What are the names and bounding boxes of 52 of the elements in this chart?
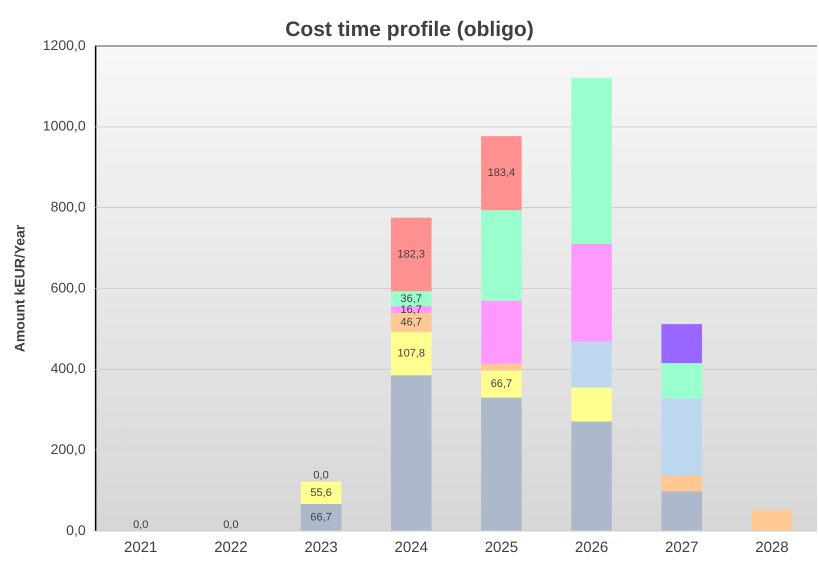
chart-title: Cost time profile (obligo) xyxy=(285,18,534,41)
bar xyxy=(390,312,432,332)
bar xyxy=(571,341,612,388)
data-label: 0,0 xyxy=(133,519,148,532)
y-axis-title: Amount kEUR/Year xyxy=(11,224,28,352)
data-label: 0,0 xyxy=(313,470,329,482)
data-label: 107,8 xyxy=(397,348,425,360)
bar xyxy=(481,398,522,530)
y-tick-label: 800,0 xyxy=(50,198,86,215)
bar xyxy=(752,510,792,530)
bar xyxy=(481,210,522,301)
bar xyxy=(571,388,612,422)
bar xyxy=(661,398,702,476)
y-tick-label: 400,0 xyxy=(50,360,86,376)
data-label: 0,0 xyxy=(223,519,239,532)
y-tick-label: 600,0 xyxy=(50,279,86,296)
x-tick-label: 2021 xyxy=(124,539,158,556)
bar xyxy=(661,363,702,398)
y-tick-label: 0,0 xyxy=(66,522,86,538)
bar xyxy=(481,136,522,210)
bar xyxy=(661,491,702,530)
data-label: 36,7 xyxy=(400,292,422,305)
bar xyxy=(300,482,342,504)
x-tick-label: 2025 xyxy=(484,539,518,556)
y-tick-label: 1200,0 xyxy=(42,36,86,53)
bar xyxy=(390,218,432,292)
y-tick-label: 200,0 xyxy=(50,441,86,458)
x-tick-label: 2027 xyxy=(665,539,698,556)
bar xyxy=(481,300,522,364)
bar xyxy=(390,332,432,376)
bar xyxy=(571,421,612,530)
bar xyxy=(661,476,702,492)
y-tick-label: 1000,0 xyxy=(42,118,86,134)
x-tick-label: 2023 xyxy=(304,539,338,556)
data-label: 16,7 xyxy=(400,304,422,316)
bar xyxy=(300,504,342,530)
data-label: 183,4 xyxy=(488,167,516,180)
x-tick-label: 2022 xyxy=(214,539,248,556)
bar xyxy=(661,324,702,364)
x-tick-label: 2028 xyxy=(755,539,789,556)
bar xyxy=(571,244,612,342)
data-label: 46,7 xyxy=(400,316,422,328)
data-label: 66,7 xyxy=(310,511,332,524)
x-tick-label: 2026 xyxy=(574,539,608,556)
x-tick-label: 2024 xyxy=(394,539,428,556)
data-label: 55,6 xyxy=(310,486,332,499)
bar xyxy=(571,78,612,244)
data-label: 66,7 xyxy=(490,378,512,390)
bar xyxy=(481,364,522,371)
bar xyxy=(390,375,432,530)
bar xyxy=(481,370,522,398)
data-label: 182,3 xyxy=(397,248,425,261)
